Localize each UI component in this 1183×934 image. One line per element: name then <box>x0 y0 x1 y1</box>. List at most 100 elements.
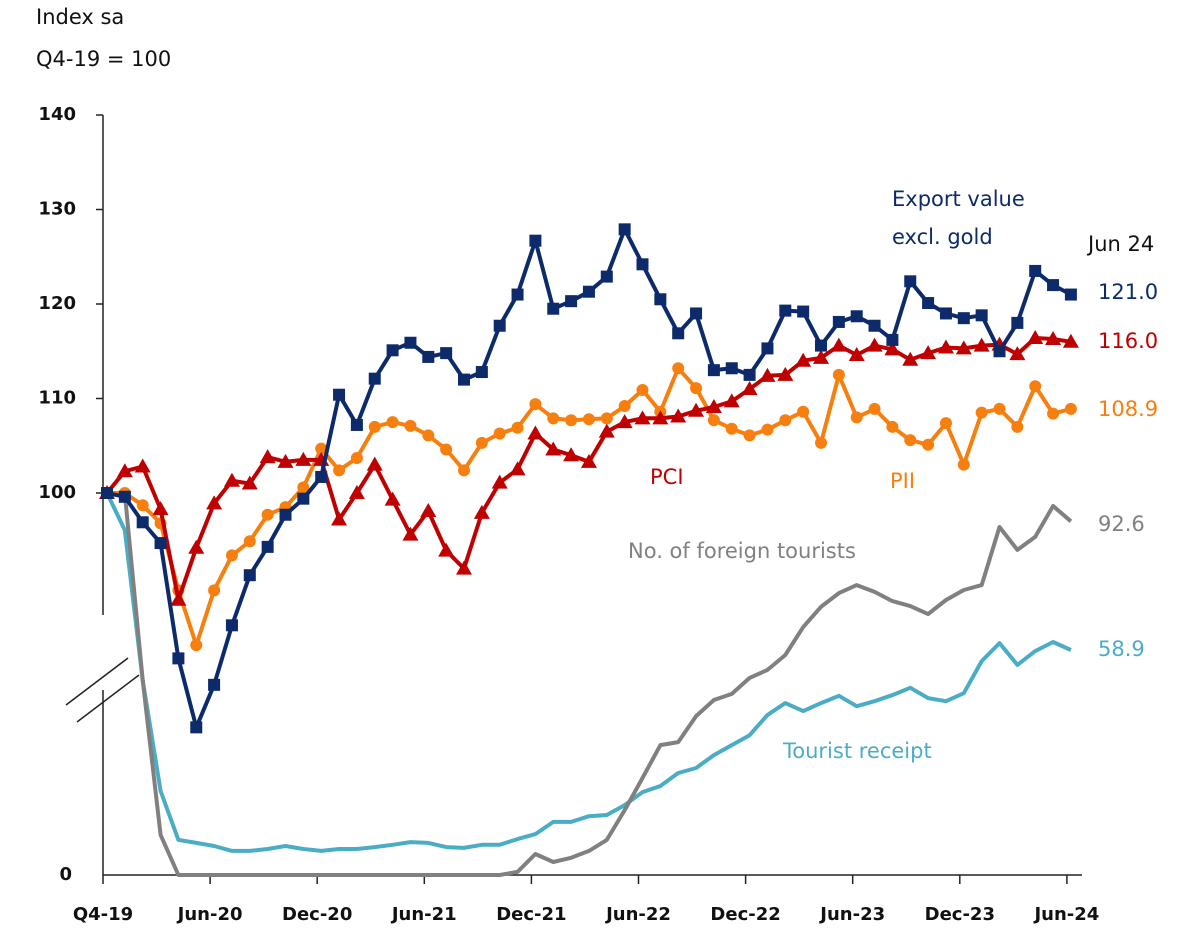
marker <box>333 464 346 477</box>
marker <box>243 535 256 548</box>
marker <box>957 312 970 325</box>
marker <box>795 352 812 367</box>
marker <box>277 453 294 468</box>
x-tick-label: Dec-21 <box>496 904 566 925</box>
marker <box>225 549 238 562</box>
marker <box>279 508 292 521</box>
marker <box>493 427 506 440</box>
marker <box>957 458 970 471</box>
series-line <box>107 366 1072 648</box>
marker <box>886 333 899 346</box>
marker <box>598 423 615 438</box>
marker <box>295 451 312 466</box>
marker <box>707 364 720 377</box>
x-tick-label: Jun-22 <box>604 904 671 925</box>
marker <box>1064 288 1077 301</box>
marker <box>101 487 113 499</box>
marker <box>297 481 310 494</box>
marker <box>955 340 972 355</box>
marker <box>920 345 937 360</box>
value-label: 92.6 <box>1098 512 1145 536</box>
marker <box>188 539 205 554</box>
marker <box>618 400 631 413</box>
marker <box>725 422 738 435</box>
marker <box>315 470 328 483</box>
marker <box>565 414 578 427</box>
x-tick-label: Jun-20 <box>176 904 243 925</box>
marker <box>761 423 774 436</box>
marker <box>777 366 794 381</box>
marker <box>868 319 881 332</box>
marker <box>725 362 738 375</box>
marker <box>904 275 917 288</box>
y-tick-label: 0 <box>59 864 72 885</box>
marker <box>975 406 988 419</box>
marker <box>813 349 829 364</box>
marker <box>688 402 705 417</box>
marker <box>529 234 542 247</box>
marker <box>154 537 167 550</box>
marker <box>582 413 595 426</box>
marker <box>1062 333 1079 348</box>
marker <box>297 492 310 505</box>
series-label: Tourist receipt <box>782 739 932 763</box>
value-label: 58.9 <box>1098 637 1145 661</box>
marker <box>1029 264 1042 277</box>
marker <box>529 398 542 411</box>
marker <box>832 315 845 328</box>
marker <box>1009 346 1026 361</box>
marker <box>223 472 240 487</box>
marker <box>386 344 399 357</box>
x-tick-label: Jun-23 <box>818 904 885 925</box>
marker <box>670 408 687 423</box>
marker <box>404 336 417 349</box>
x-tick-label: Dec-22 <box>710 904 780 925</box>
marker <box>366 456 383 471</box>
marker <box>705 399 722 414</box>
marker <box>386 416 399 429</box>
marker <box>779 304 792 317</box>
marker <box>420 502 437 517</box>
marker <box>208 678 221 691</box>
marker <box>545 441 562 456</box>
marker <box>850 411 863 424</box>
marker <box>866 337 883 352</box>
marker <box>368 372 381 385</box>
marker <box>922 438 935 451</box>
series-label: PII <box>890 469 915 493</box>
y-tick-label: 110 <box>38 388 76 409</box>
marker <box>563 447 580 462</box>
marker <box>136 516 149 529</box>
marker <box>152 501 169 516</box>
marker <box>690 382 703 395</box>
marker <box>422 429 435 442</box>
marker <box>241 475 258 490</box>
series-label: No. of foreign tourists <box>628 539 856 563</box>
marker <box>259 449 276 464</box>
marker <box>225 619 238 632</box>
marker <box>475 436 488 449</box>
series-line <box>105 492 1072 853</box>
marker <box>1045 330 1062 345</box>
marker <box>616 414 633 429</box>
marker <box>779 414 792 427</box>
marker <box>672 362 685 375</box>
marker <box>939 417 952 430</box>
marker <box>848 347 865 362</box>
marker <box>1064 402 1077 415</box>
marker <box>547 302 560 315</box>
marker <box>456 560 472 575</box>
marker <box>707 414 720 427</box>
marker <box>759 367 776 382</box>
marker <box>170 591 187 606</box>
marker <box>493 319 506 332</box>
axis-break <box>65 657 129 706</box>
marker <box>315 442 328 455</box>
y-label: Q4-19 = 100 <box>36 47 171 71</box>
value-label: 108.9 <box>1098 397 1158 421</box>
marker <box>723 393 740 408</box>
marker <box>1047 407 1060 420</box>
y-tick-label: 100 <box>38 482 76 503</box>
marker <box>547 412 560 425</box>
marker <box>868 402 881 415</box>
